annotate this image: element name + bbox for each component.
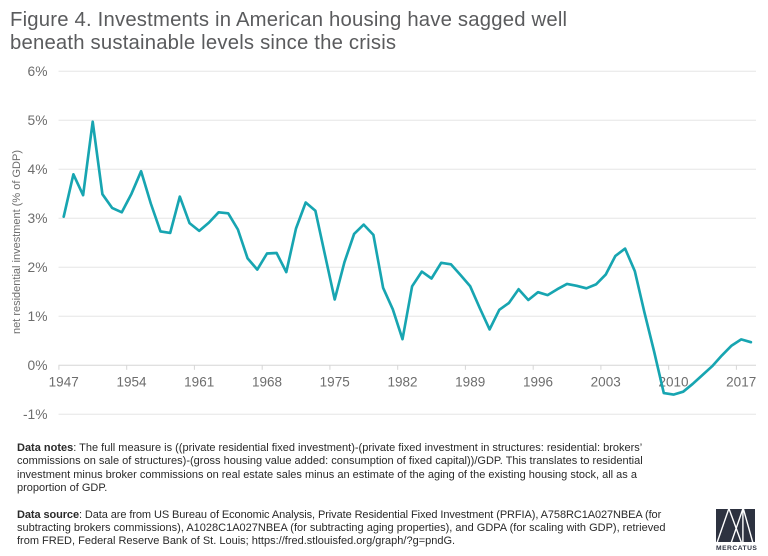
svg-text:1947: 1947 [49, 375, 79, 390]
svg-text:3%: 3% [28, 211, 48, 226]
svg-text:0%: 0% [28, 358, 48, 373]
svg-text:1975: 1975 [320, 375, 350, 390]
svg-text:1996: 1996 [523, 375, 553, 390]
svg-text:5%: 5% [28, 113, 48, 128]
svg-text:4%: 4% [28, 162, 48, 177]
svg-text:1%: 1% [28, 309, 48, 324]
svg-text:1989: 1989 [455, 375, 485, 390]
svg-text:2%: 2% [28, 260, 48, 275]
svg-text:net residential investment (%: net residential investment (% of GDP) [11, 150, 23, 334]
svg-text:6%: 6% [28, 64, 48, 79]
svg-text:1982: 1982 [387, 375, 417, 390]
svg-text:2003: 2003 [591, 375, 621, 390]
svg-text:1954: 1954 [116, 375, 147, 390]
svg-text:1968: 1968 [252, 375, 282, 390]
svg-text:2017: 2017 [726, 375, 756, 390]
svg-text:2010: 2010 [658, 375, 688, 390]
svg-text:-1%: -1% [23, 407, 48, 422]
svg-text:1961: 1961 [184, 375, 214, 390]
